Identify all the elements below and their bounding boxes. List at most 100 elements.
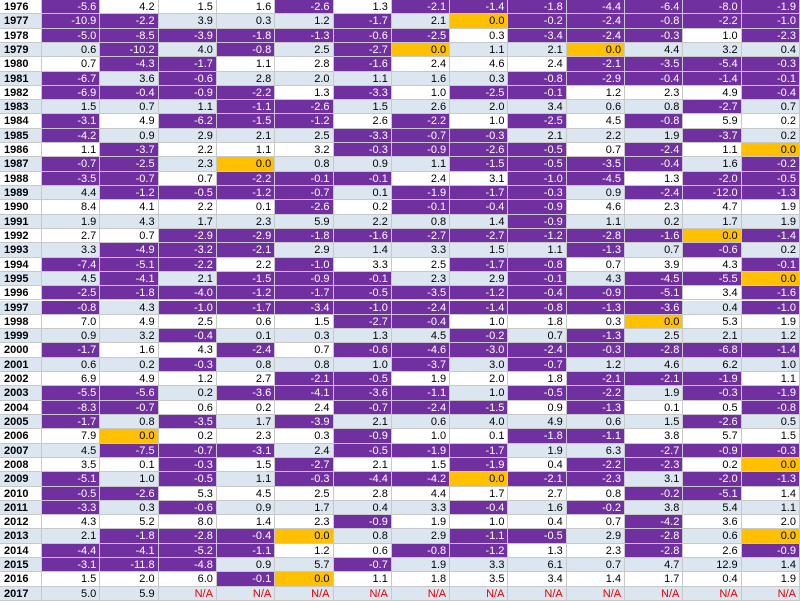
value-cell: -3.7 bbox=[391, 357, 451, 373]
value-cell: -1.9 bbox=[741, 386, 800, 401]
value-cell: 0.3 bbox=[216, 14, 276, 29]
value-cell: 3.4 bbox=[683, 286, 742, 301]
value-cell: 0.9 bbox=[42, 329, 101, 344]
value-cell: -1.6 bbox=[741, 286, 800, 301]
value-cell: 0.8 bbox=[333, 529, 392, 544]
year-cell: 1976 bbox=[0, 0, 42, 15]
value-cell: -8.3 bbox=[42, 400, 101, 415]
value-cell: -1.1 bbox=[391, 386, 451, 401]
value-cell: 6.9 bbox=[42, 372, 101, 387]
value-cell: 1.6 bbox=[508, 500, 567, 516]
value-cell: 0.2 bbox=[741, 114, 800, 129]
value-cell: -2.2 bbox=[216, 171, 276, 186]
value-cell: 1.2 bbox=[566, 357, 626, 373]
year-cell: 2010 bbox=[0, 486, 42, 501]
value-cell: -2.4 bbox=[625, 143, 684, 158]
value-cell: -1.0 bbox=[158, 300, 217, 315]
value-cell: 0.1 bbox=[625, 400, 684, 415]
value-cell: N/A bbox=[683, 586, 742, 601]
value-cell: 0.7 bbox=[158, 171, 217, 186]
value-cell: -0.7 bbox=[333, 400, 392, 415]
value-cell: -2.4 bbox=[625, 186, 684, 201]
value-cell: -4.1 bbox=[100, 543, 159, 559]
value-cell: 1.1 bbox=[42, 143, 101, 158]
value-cell: -2.4 bbox=[216, 343, 276, 358]
year-cell: 1997 bbox=[0, 300, 42, 315]
value-cell: -3.7 bbox=[683, 128, 742, 144]
value-cell: 2.4 bbox=[391, 57, 451, 72]
value-cell: 3.9 bbox=[625, 257, 684, 272]
year-cell: 1989 bbox=[0, 186, 42, 201]
value-cell: -2.6 bbox=[275, 0, 334, 15]
value-cell: 2.9 bbox=[450, 271, 509, 287]
value-cell: 2.1 bbox=[508, 42, 567, 58]
value-cell: -2.1 bbox=[508, 472, 567, 487]
value-cell: -0.8 bbox=[625, 14, 684, 29]
value-cell: 0.1 bbox=[100, 457, 159, 473]
value-cell: 4.9 bbox=[100, 314, 159, 330]
value-cell: 1.1 bbox=[158, 100, 217, 115]
year-cell: 2008 bbox=[0, 457, 42, 473]
value-cell: -1.7 bbox=[42, 343, 101, 358]
value-cell: 2.8 bbox=[333, 486, 392, 501]
value-cell: 0.0 bbox=[741, 271, 800, 287]
value-cell: 0.0 bbox=[566, 42, 626, 58]
value-cell: -5.6 bbox=[100, 386, 159, 401]
value-cell: 0.7 bbox=[741, 100, 800, 115]
value-cell: 1.9 bbox=[741, 572, 800, 587]
value-cell: -2.2 bbox=[100, 14, 159, 29]
value-cell: 6.1 bbox=[508, 558, 567, 573]
value-cell: 1.5 bbox=[275, 314, 334, 330]
value-cell: N/A bbox=[566, 586, 626, 601]
year-cell: 2005 bbox=[0, 414, 42, 430]
value-cell: -4.4 bbox=[566, 0, 626, 15]
value-cell: -1.2 bbox=[216, 186, 276, 201]
value-cell: 1.9 bbox=[42, 214, 101, 229]
value-cell: 2.8 bbox=[275, 57, 334, 72]
value-cell: 0.0 bbox=[100, 429, 159, 444]
value-cell: -0.3 bbox=[333, 143, 392, 158]
value-cell: 0.6 bbox=[42, 42, 101, 58]
value-cell: 0.5 bbox=[683, 400, 742, 415]
value-cell: -3.5 bbox=[158, 414, 217, 430]
value-cell: -1.3 bbox=[566, 400, 626, 415]
value-cell: 3.5 bbox=[450, 572, 509, 587]
value-cell: 0.0 bbox=[741, 457, 800, 473]
value-cell: -2.1 bbox=[566, 372, 626, 387]
value-cell: 3.3 bbox=[391, 500, 451, 516]
value-cell: -0.1 bbox=[508, 85, 567, 101]
value-cell: 0.1 bbox=[216, 200, 276, 215]
value-cell: 1.9 bbox=[625, 386, 684, 401]
value-cell: 1.5 bbox=[333, 100, 392, 115]
value-cell: 0.7 bbox=[100, 228, 159, 244]
value-cell: -2.0 bbox=[683, 472, 742, 487]
value-cell: -0.6 bbox=[683, 243, 742, 258]
value-cell: 4.3 bbox=[100, 214, 159, 229]
value-cell: -3.6 bbox=[216, 386, 276, 401]
value-cell: -1.3 bbox=[566, 329, 626, 344]
value-cell: 1.9 bbox=[741, 314, 800, 330]
value-cell: -1.2 bbox=[216, 286, 276, 301]
value-cell: -1.1 bbox=[566, 429, 626, 444]
value-cell: 3.2 bbox=[100, 329, 159, 344]
year-cell: 1986 bbox=[0, 143, 42, 158]
value-cell: 1.7 bbox=[450, 486, 509, 501]
value-cell: 2.1 bbox=[158, 271, 217, 287]
value-cell: -0.7 bbox=[100, 400, 159, 415]
value-cell: -0.9 bbox=[741, 543, 800, 559]
value-cell: -3.1 bbox=[42, 558, 101, 573]
value-cell: 1.1 bbox=[391, 157, 451, 172]
value-cell: -3.5 bbox=[566, 157, 626, 172]
value-cell: -4.5 bbox=[566, 171, 626, 186]
value-cell: 0.7 bbox=[42, 57, 101, 72]
value-cell: 1.5 bbox=[216, 457, 276, 473]
value-cell: -2.1 bbox=[216, 243, 276, 258]
value-cell: -1.8 bbox=[508, 429, 567, 444]
value-cell: -2.8 bbox=[625, 543, 684, 559]
value-cell: 0.3 bbox=[100, 500, 159, 516]
value-cell: -2.9 bbox=[158, 228, 217, 244]
value-cell: N/A bbox=[508, 586, 567, 601]
value-cell: 3.3 bbox=[391, 243, 451, 258]
value-cell: 0.4 bbox=[683, 572, 742, 587]
value-cell: -1.7 bbox=[333, 14, 392, 29]
